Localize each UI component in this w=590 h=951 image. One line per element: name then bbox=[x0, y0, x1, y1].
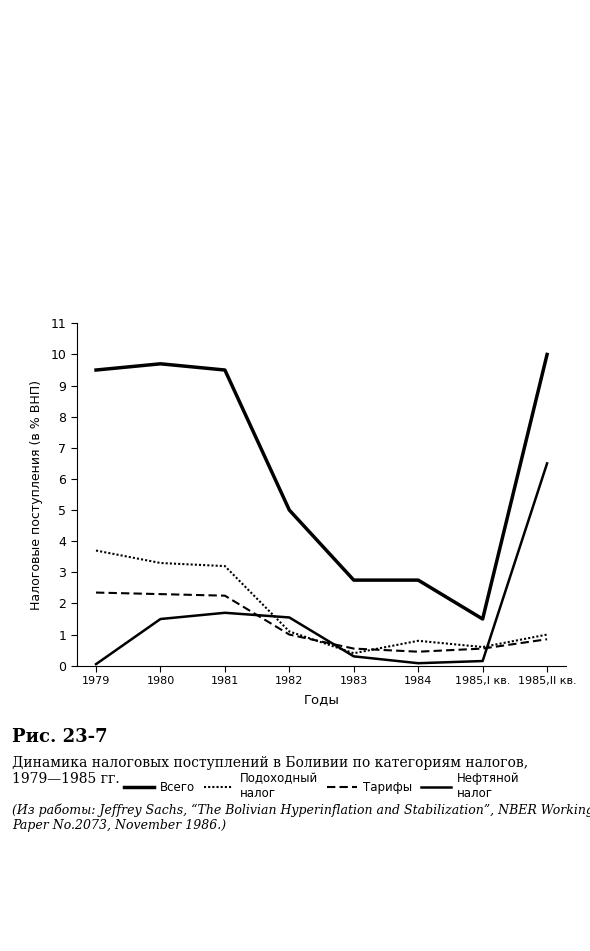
Text: (Из работы: Jeffrey Sachs, “The Bolivian Hyperinflation and Stabilization”, NBER: (Из работы: Jeffrey Sachs, “The Bolivian… bbox=[12, 804, 590, 832]
X-axis label: Годы: Годы bbox=[304, 693, 339, 706]
Text: Динамика налоговых поступлений в Боливии по категориям налогов,
1979—1985 гг.: Динамика налоговых поступлений в Боливии… bbox=[12, 756, 528, 786]
Legend: Всего, Подоходный
налог, Тарифы, Нефтяной
налог: Всего, Подоходный налог, Тарифы, Нефтяно… bbox=[119, 767, 524, 805]
Text: Рис. 23-7: Рис. 23-7 bbox=[12, 728, 107, 746]
Y-axis label: Налоговые поступления (в % ВНП): Налоговые поступления (в % ВНП) bbox=[31, 379, 44, 610]
